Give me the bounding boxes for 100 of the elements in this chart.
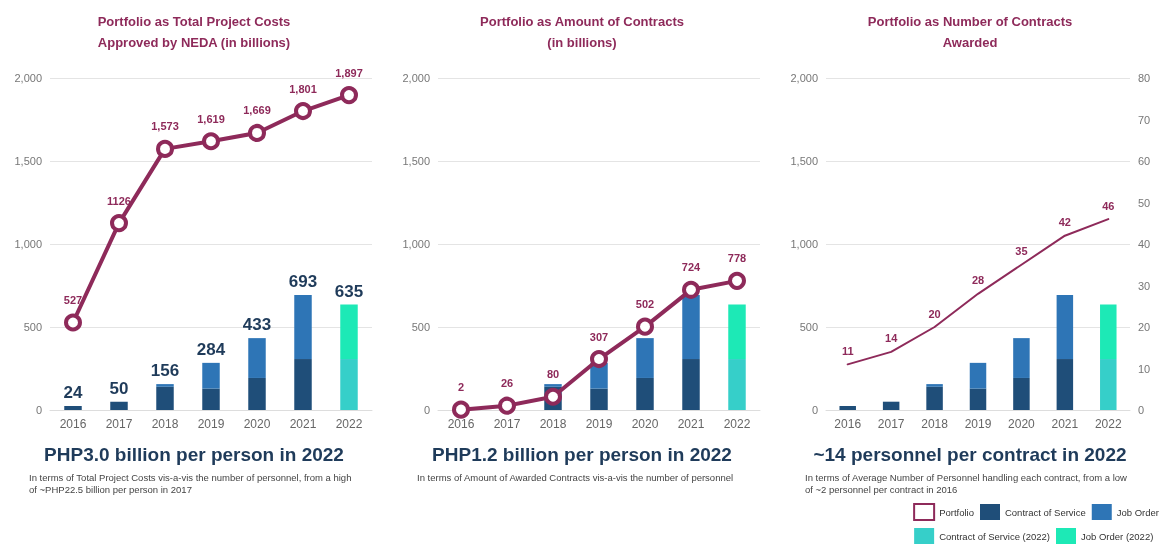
bar — [926, 384, 943, 387]
bar — [1013, 338, 1030, 378]
point — [728, 271, 746, 290]
bar — [156, 384, 174, 387]
bar — [248, 377, 266, 410]
data-label: 46 — [1102, 199, 1115, 212]
x-tick-label: 2016 — [59, 417, 87, 431]
point — [340, 86, 358, 105]
chart-title: Portfolio as Total Project Costs Approved by NEDA (in billions) — [97, 14, 291, 50]
data-label: 20 — [928, 307, 941, 320]
bar — [340, 359, 358, 410]
y-tick-label: 1,500 — [790, 155, 818, 167]
x-tick-label: 2019 — [585, 417, 613, 431]
total-label: 433 — [242, 315, 272, 335]
x-tick-label: 2018 — [921, 417, 949, 431]
data-label: 1,669 — [243, 104, 271, 117]
y2-tick-label: 10 — [1138, 362, 1151, 375]
y-tick-label: 0 — [35, 404, 42, 416]
y-tick-label: 1,000 — [402, 238, 430, 250]
text: PHP1.2 billion per person in 2022 — [432, 444, 732, 465]
bar — [969, 362, 987, 389]
total-label: 156 — [150, 361, 180, 381]
y2-tick-label: 80 — [1138, 72, 1151, 84]
x-tick-label: 2021 — [1051, 417, 1079, 431]
bar — [636, 338, 654, 378]
bar — [1013, 377, 1030, 410]
y-tick-label: 1,500 — [402, 155, 430, 167]
point — [498, 396, 516, 415]
data-label: 1,619 — [197, 112, 225, 125]
y-tick-label: 2,000 — [790, 72, 818, 84]
y-tick-label: 500 — [411, 321, 430, 333]
data-label: 11 — [841, 344, 854, 357]
bar — [636, 377, 654, 410]
data-label: 1,897 — [335, 66, 363, 79]
data-label: 527 — [63, 294, 83, 307]
point — [452, 400, 470, 419]
y2-tick-label: 70 — [1138, 113, 1151, 126]
x-tick-label: 2019 — [197, 417, 225, 431]
point — [64, 313, 82, 332]
legend-label: Job Order (2022) — [1081, 530, 1154, 542]
y-tick-label: 0 — [423, 404, 430, 416]
x-tick-label: 2017 — [105, 417, 133, 431]
bar — [839, 406, 856, 410]
point — [156, 139, 174, 158]
bar — [544, 384, 562, 387]
bar — [728, 359, 746, 410]
bar — [340, 304, 358, 360]
point — [682, 280, 700, 299]
x-tick-label: 2022 — [335, 417, 363, 431]
point — [294, 102, 312, 121]
y-tick-label: 2,000 — [14, 72, 42, 84]
x-tick-label: 2016 — [834, 417, 862, 431]
data-label: 307 — [589, 330, 609, 343]
x-tick-label: 2020 — [631, 417, 659, 431]
bar — [1056, 359, 1074, 410]
data-label: 80 — [546, 368, 560, 381]
text: PHP3.0 billion per person in 2022 — [44, 444, 344, 465]
total-label: 693 — [288, 271, 318, 291]
chart-title: Portfolio as Number of Contracts Awarded — [867, 14, 1073, 50]
bar — [682, 359, 700, 410]
bar — [1056, 294, 1074, 360]
x-tick-label: 2022 — [723, 417, 751, 431]
bar — [590, 388, 608, 410]
total-label: 50 — [109, 378, 129, 398]
point — [110, 214, 128, 233]
x-tick-label: 2021 — [677, 417, 705, 431]
data-label: 14 — [885, 332, 899, 345]
data-label: 724 — [681, 261, 702, 274]
bar — [1100, 359, 1117, 410]
point — [636, 317, 654, 336]
data-label: 778 — [727, 252, 747, 265]
text: In terms of Amount of Awarded Contracts vis-a-vis the number of personnel — [417, 471, 734, 483]
data-label: 35 — [1015, 245, 1028, 258]
data-label: 2 — [457, 381, 465, 394]
bar — [110, 401, 128, 410]
y-tick-label: 2,000 — [402, 72, 430, 84]
bar — [969, 388, 987, 410]
x-tick-label: 2016 — [447, 417, 475, 431]
y2-tick-label: 0 — [1138, 404, 1145, 416]
y-tick-label: 1,000 — [790, 238, 818, 250]
total-label: 635 — [334, 281, 364, 301]
bar — [294, 359, 312, 410]
point — [248, 123, 266, 142]
data-label: 1,801 — [289, 82, 317, 95]
bar — [926, 386, 943, 410]
x-tick-label: 2018 — [151, 417, 179, 431]
legend-label: Job Order — [1116, 506, 1160, 518]
legend-label: Contract of Service — [1004, 506, 1086, 518]
data-label: 502 — [635, 298, 655, 311]
data-label: 1,573 — [151, 120, 179, 133]
x-tick-label: 2018 — [539, 417, 567, 431]
text: ~14 personnel per contract in 2022 — [813, 444, 1127, 465]
y-tick-label: 1,500 — [14, 155, 42, 167]
y2-tick-label: 50 — [1138, 196, 1151, 209]
y-tick-label: 500 — [23, 321, 42, 333]
bar — [202, 388, 220, 410]
legend-label: Portfolio — [939, 506, 974, 518]
chart-title: Portfolio as Amount of Contracts (in billions) — [480, 14, 684, 50]
data-label: 28 — [971, 274, 985, 287]
bar — [156, 386, 174, 410]
